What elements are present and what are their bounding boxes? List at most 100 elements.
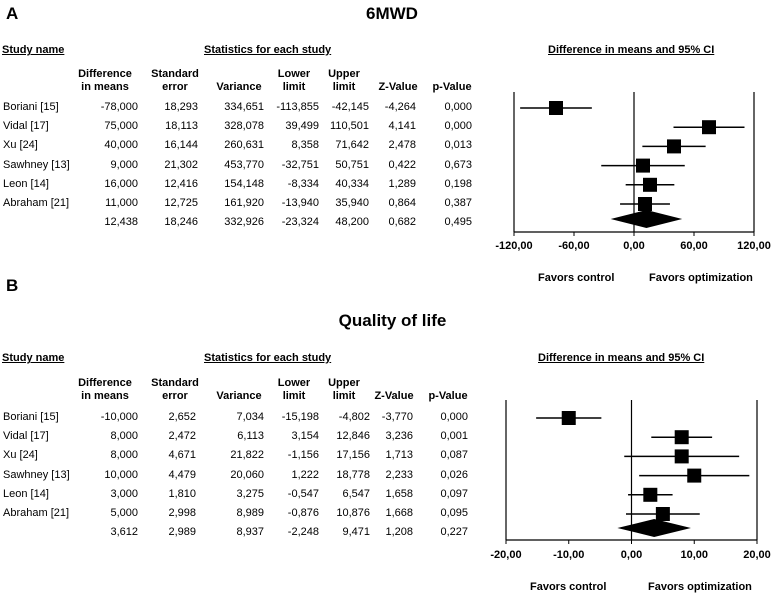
table-cell: 1,713 (385, 449, 413, 462)
col-se-header: Standard error (151, 377, 199, 402)
point-estimate (549, 101, 563, 115)
table-cell: 2,652 (168, 411, 196, 423)
x-tick-label: -120,00 (495, 240, 532, 252)
x-tick-label: -60,00 (558, 240, 589, 252)
col-z-header: Z-Value (378, 81, 418, 93)
table-cell: 0,864 (388, 197, 416, 209)
panel-letter: A (6, 4, 19, 23)
table-cell: 0,682 (388, 216, 416, 229)
study-marker (620, 197, 670, 211)
table-cell: 332,926 (224, 216, 264, 229)
pooled-diamond (617, 519, 691, 537)
table-cell: 334,651 (224, 101, 264, 113)
table-cell: 8,989 (236, 507, 264, 519)
table-cell: 0,095 (440, 507, 468, 519)
col-p-header: p-Value (432, 81, 472, 93)
table-cell: 3,154 (291, 430, 319, 443)
table-cell: -78,000 (100, 101, 138, 113)
study-name-cell: Xu [24] (3, 139, 38, 152)
table-cell: 5,000 (110, 507, 138, 519)
table-cell: 20,060 (230, 468, 264, 481)
table-cell: 40,334 (335, 177, 369, 190)
table-cell: 1,208 (385, 526, 413, 539)
table-cell: -113,855 (276, 101, 319, 113)
table-cell: 8,937 (236, 526, 264, 539)
x-tick-label: 120,00 (737, 240, 771, 252)
table-cell: -42,145 (331, 101, 369, 113)
table-cell: 0,673 (444, 158, 472, 171)
study-name-cell: Boriani [15] (3, 101, 59, 113)
study-marker (520, 101, 592, 115)
table-cell: 75,000 (104, 120, 138, 133)
col-variance-header: Variance (216, 81, 262, 93)
study-name-cell: Sawhney [13] (3, 158, 70, 171)
table-cell: 39,499 (285, 120, 319, 133)
table-cell: 17,156 (336, 449, 370, 462)
table-cell: 1,658 (385, 487, 413, 500)
chart-title: 6MWD (366, 4, 418, 23)
table-cell: 12,416 (164, 177, 198, 190)
study-name-header: Study name (2, 352, 65, 364)
table-cell: 4,479 (168, 468, 196, 481)
table-cell: 0,000 (440, 411, 468, 423)
x-tick-label: 60,00 (680, 240, 708, 252)
forest-plot: -120,00 -60,00 0,00 60,00 120,00 (495, 92, 771, 252)
x-tick-label: 10,00 (680, 549, 708, 561)
table-cell: 10,876 (336, 507, 370, 519)
col-variance-header: Variance (216, 390, 262, 402)
forest-plot: -20,00 -10,00 0,00 10,00 20,00 (490, 400, 771, 561)
point-estimate (643, 487, 658, 502)
table-cell: 16,000 (104, 177, 138, 190)
table-cell: 1,668 (385, 507, 413, 519)
table-cell: 0,000 (444, 120, 472, 133)
table-cell: -32,751 (281, 158, 319, 171)
point-estimate (636, 158, 650, 173)
col-lower-header: Lower limit (277, 68, 311, 93)
point-estimate (638, 197, 652, 211)
table-cell: 10,000 (104, 468, 138, 481)
table-cell: 2,998 (168, 507, 196, 519)
favors-right-label: Favors optimization (649, 272, 753, 284)
table-cell: 40,000 (104, 139, 138, 152)
study-marker (626, 507, 700, 521)
x-tick-label: 20,00 (743, 549, 771, 561)
ci-header: Difference in means and 95% CI (538, 352, 705, 364)
point-estimate (643, 177, 657, 192)
table-cell: 3,000 (110, 487, 138, 500)
study-marker (673, 120, 745, 135)
table-cell: 1,222 (291, 468, 319, 481)
table-cell: 1,810 (168, 487, 196, 500)
panel-letter: B (6, 276, 19, 295)
point-estimate (655, 507, 670, 521)
table-cell: 3,612 (110, 526, 138, 539)
table-cell: 12,846 (336, 430, 370, 443)
table-cell: 9,471 (342, 526, 370, 539)
favors-left-label: Favors control (538, 272, 615, 284)
x-tick-label: -10,00 (553, 549, 584, 561)
study-name-cell: Sawhney [13] (3, 468, 70, 481)
table-cell: -3,770 (381, 411, 413, 423)
table-cell: 9,000 (110, 158, 138, 171)
table-cell: 18,293 (164, 101, 198, 113)
point-estimate (667, 139, 681, 154)
study-marker (624, 449, 740, 464)
study-name-cell: Abraham [21] (3, 197, 70, 209)
table-cell: 3,275 (236, 487, 264, 500)
table-cell: -0,876 (287, 507, 319, 519)
ci-header: Difference in means and 95% CI (548, 44, 715, 56)
table-cell: 2,478 (388, 139, 416, 152)
col-lower-header: Lower limit (277, 377, 311, 402)
table-cell: 110,501 (330, 120, 369, 133)
table-cell: 0,495 (444, 216, 472, 229)
table-cell: 35,940 (335, 197, 369, 209)
col-diff-header: Difference in means (78, 377, 132, 402)
table-cell: 0,001 (440, 430, 468, 443)
x-tick-label: -20,00 (490, 549, 521, 561)
study-marker (601, 158, 685, 173)
table-cell: 0,387 (444, 197, 472, 209)
table-cell: 21,822 (230, 449, 264, 462)
table-cell: -1,156 (287, 449, 319, 462)
table-cell: 2,472 (168, 430, 196, 443)
table-cell: 6,547 (342, 487, 370, 500)
table-cell: -23,324 (281, 216, 319, 229)
